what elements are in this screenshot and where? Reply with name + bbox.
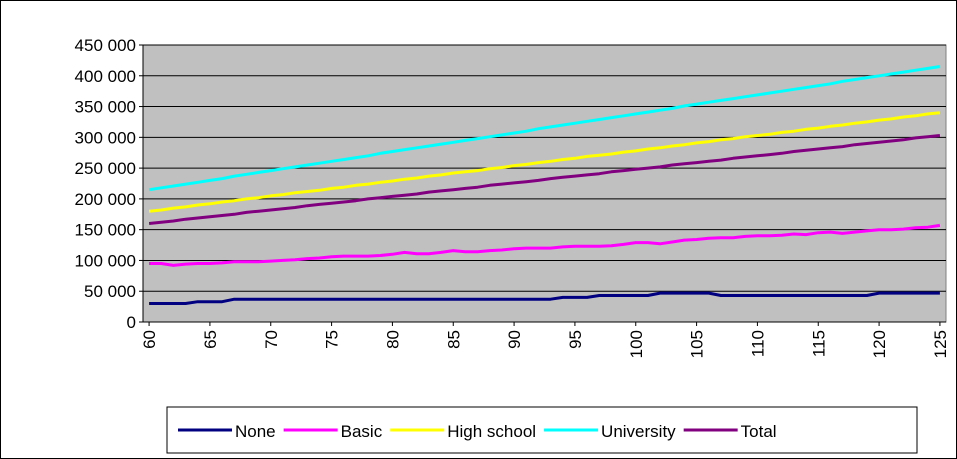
x-tick-label: 70 <box>262 330 281 349</box>
legend-label: None <box>235 422 276 441</box>
y-tick-label: 400 000 <box>75 67 136 86</box>
y-tick-label: 50 000 <box>84 282 136 301</box>
y-tick-label: 350 000 <box>75 98 136 117</box>
series-line <box>149 223 941 267</box>
series-line <box>149 291 940 305</box>
legend-label: Basic <box>341 422 383 441</box>
legend-box <box>166 406 918 454</box>
x-tick-label: 115 <box>809 330 828 357</box>
legend-label: High school <box>447 422 536 441</box>
plot-area <box>142 44 947 323</box>
x-tick-label: 120 <box>870 330 889 358</box>
series-line <box>148 111 941 213</box>
x-tick-label: 95 <box>566 330 585 349</box>
y-tick-label: 250 000 <box>75 159 136 178</box>
x-tick-label: 80 <box>383 330 402 349</box>
legend-label: University <box>601 422 676 441</box>
y-tick-label: 200 000 <box>75 190 136 209</box>
x-tick-label: 90 <box>505 330 524 349</box>
x-tick-label: 75 <box>323 330 342 349</box>
y-tick-label: 150 000 <box>75 221 136 240</box>
series-line <box>148 134 941 225</box>
x-tick-label: 100 <box>627 330 646 358</box>
y-tick-label: 100 000 <box>75 251 136 270</box>
x-tick-label: 60 <box>140 330 159 349</box>
y-tick-label: 0 <box>127 313 136 332</box>
y-tick-label: 450 000 <box>75 36 136 55</box>
x-tick-label: 110 <box>748 330 767 357</box>
legend-label: Total <box>741 422 777 441</box>
x-tick-label: 65 <box>201 330 220 349</box>
x-tick-label: 85 <box>444 330 463 349</box>
x-tick-label: 125 <box>931 330 950 358</box>
y-tick-label: 300 000 <box>75 128 136 147</box>
series-line <box>148 65 941 192</box>
x-tick-label: 105 <box>688 330 707 358</box>
